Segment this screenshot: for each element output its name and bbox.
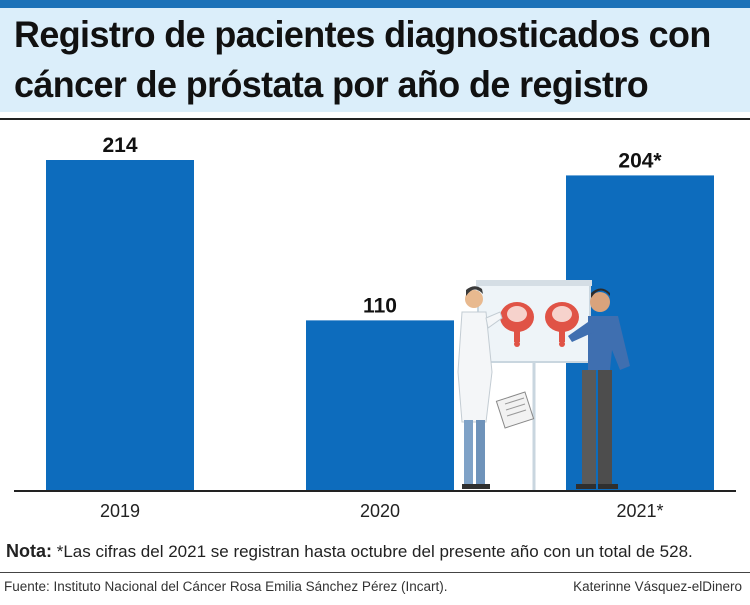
source-credit: Fuente: Instituto Nacional del Cáncer Ro… bbox=[4, 579, 448, 594]
title-divider bbox=[0, 118, 750, 120]
bar-2019 bbox=[46, 160, 194, 490]
category-tick-labels: 2019 2020 2021* bbox=[100, 501, 664, 521]
top-accent-strip bbox=[0, 0, 750, 8]
author-credit: Katerinne Vásquez-elDinero bbox=[573, 579, 742, 594]
x-axis-baseline bbox=[14, 490, 736, 492]
bar-series bbox=[46, 160, 714, 490]
value-label-2019: 214 bbox=[102, 134, 137, 157]
tick-label-2020: 2020 bbox=[360, 501, 400, 521]
doctor-figure bbox=[457, 286, 535, 489]
footnote-label: Nota: bbox=[6, 541, 52, 561]
page-title-line-1: Registro de pacientes diagnosticados con bbox=[14, 14, 711, 55]
footer-divider bbox=[0, 572, 750, 573]
footnote-text: *Las cifras del 2021 se registran hasta … bbox=[52, 542, 693, 561]
value-labels: 214 110 204* bbox=[102, 134, 662, 317]
bar-chart: 214 110 204* 2019 2020 2021* bbox=[46, 134, 714, 521]
title-banner: Registro de pacientes diagnosticados con… bbox=[0, 8, 750, 112]
patient-figure bbox=[568, 288, 630, 489]
tick-label-2019: 2019 bbox=[100, 501, 140, 521]
bar-2020 bbox=[306, 320, 454, 490]
prostate-diagram-left bbox=[500, 302, 534, 347]
value-label-2021: 204* bbox=[618, 149, 662, 172]
doctor-patient-illustration bbox=[457, 280, 630, 490]
page-title-line-2: cáncer de próstata por año de registro bbox=[14, 64, 649, 105]
tick-label-2021: 2021* bbox=[616, 501, 663, 521]
value-label-2020: 110 bbox=[363, 294, 397, 317]
prostate-diagram-right bbox=[545, 302, 579, 347]
footnote: Nota: *Las cifras del 2021 se registran … bbox=[6, 541, 693, 562]
